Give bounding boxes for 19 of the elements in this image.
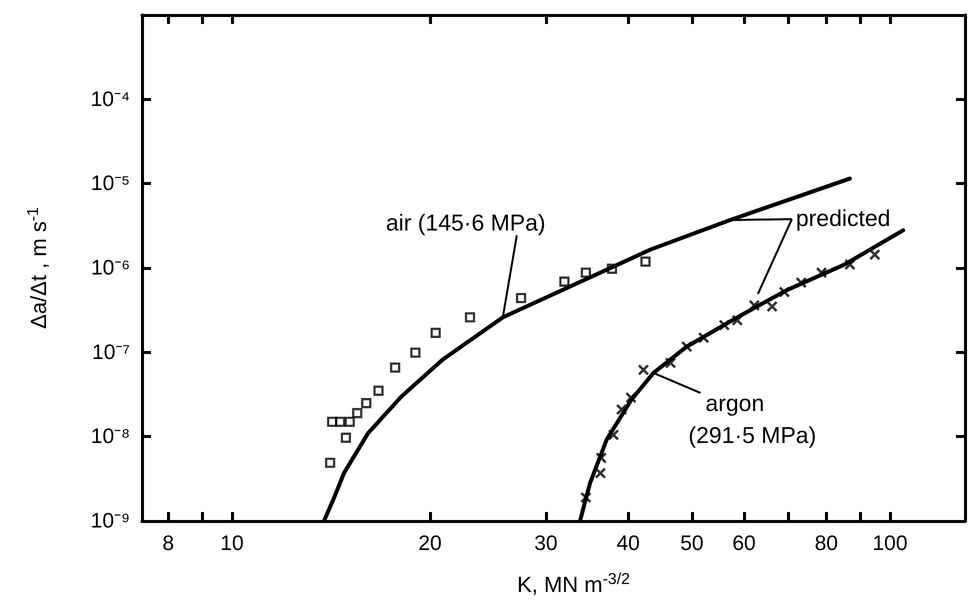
x-axis-title: K, MN m$^{-3/2}$ xyxy=(517,570,630,597)
annotation: air (145·6 MPa) xyxy=(386,209,546,236)
x-tick-label: 100 xyxy=(872,532,908,555)
y-tick-label: 10⁻⁷ xyxy=(92,340,130,364)
x-tick-label: 10 xyxy=(220,532,244,555)
x-tick-label: 40 xyxy=(616,532,640,555)
x-tick-label: 60 xyxy=(732,532,756,555)
x-tick-label: 30 xyxy=(534,532,558,555)
x-tick-label: 50 xyxy=(680,532,704,555)
y-tick-label: 10⁻⁶ xyxy=(90,256,130,280)
y-tick-label: 10⁻⁴ xyxy=(90,88,130,111)
x-tick-label: 8 xyxy=(162,532,174,555)
x-tick-label: 20 xyxy=(418,532,442,555)
y-tick-label: 10⁻⁵ xyxy=(90,172,130,196)
y-tick-label: 10⁻⁹ xyxy=(90,510,130,532)
annotation: argon (291·5 MPa) xyxy=(688,390,816,448)
y-tick-label: 10⁻⁸ xyxy=(90,425,130,448)
x-tick-label: 80 xyxy=(814,532,838,555)
annotation: predicted xyxy=(796,205,890,232)
